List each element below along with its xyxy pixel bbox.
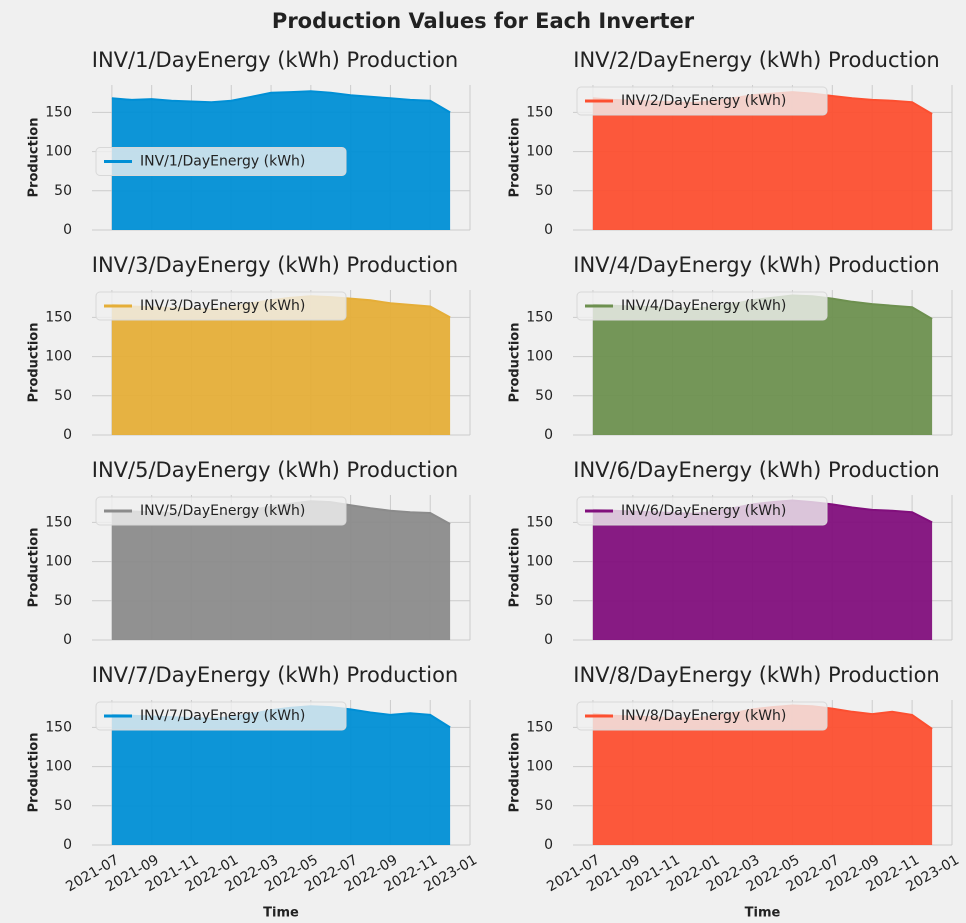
y-tick-label: 0 xyxy=(544,632,553,648)
y-tick-label: 0 xyxy=(63,427,72,443)
subplot-title: INV/3/DayEnergy (kWh) Production xyxy=(92,253,458,277)
subplot-title: INV/6/DayEnergy (kWh) Production xyxy=(573,458,939,482)
y-tick-label: 100 xyxy=(526,554,553,570)
y-axis-label: Production xyxy=(27,118,42,198)
legend-label: INV/7/DayEnergy (kWh) xyxy=(140,708,305,724)
y-tick-label: 100 xyxy=(45,759,72,775)
legend-box xyxy=(95,701,347,731)
y-tick-label: 150 xyxy=(526,514,553,530)
y-axis-label: Production xyxy=(508,323,523,403)
y-tick-label: 150 xyxy=(526,104,553,120)
y-axis-label: Production xyxy=(27,528,42,608)
y-axis-label: Production xyxy=(27,323,42,403)
y-axis-label: Production xyxy=(508,528,523,608)
legend-box xyxy=(95,291,347,321)
y-tick-label: 100 xyxy=(526,144,553,160)
y-tick-label: 150 xyxy=(45,104,72,120)
y-tick-label: 150 xyxy=(526,309,553,325)
y-tick-label: 0 xyxy=(63,632,72,648)
series-area xyxy=(592,295,933,435)
subplot-title: INV/8/DayEnergy (kWh) Production xyxy=(573,663,939,687)
y-tick-label: 0 xyxy=(544,427,553,443)
y-axis-label: Production xyxy=(27,733,42,813)
y-tick-label: 100 xyxy=(45,349,72,365)
legend-box xyxy=(576,86,828,116)
series-area xyxy=(111,296,451,435)
legend-box xyxy=(576,291,828,321)
y-tick-label: 0 xyxy=(63,837,72,853)
legend-box xyxy=(576,496,828,526)
y-tick-label: 100 xyxy=(526,759,553,775)
y-tick-label: 100 xyxy=(526,349,553,365)
x-axis-label: Time xyxy=(745,906,781,921)
y-tick-label: 0 xyxy=(544,837,553,853)
legend-label: INV/1/DayEnergy (kWh) xyxy=(140,154,305,170)
y-tick-label: 50 xyxy=(535,593,553,609)
y-tick-label: 150 xyxy=(45,514,72,530)
legend-box xyxy=(576,701,828,731)
y-tick-label: 50 xyxy=(535,183,553,199)
subplot-title: INV/2/DayEnergy (kWh) Production xyxy=(573,48,939,72)
x-axis-label: Time xyxy=(263,906,299,921)
series-area xyxy=(592,705,933,845)
legend-label: INV/2/DayEnergy (kWh) xyxy=(621,93,786,109)
y-tick-label: 100 xyxy=(45,554,72,570)
y-tick-label: 50 xyxy=(54,388,72,404)
legend-label: INV/8/DayEnergy (kWh) xyxy=(621,708,786,724)
subplot-title: INV/7/DayEnergy (kWh) Production xyxy=(92,663,458,687)
y-tick-label: 100 xyxy=(45,144,72,160)
legend-box xyxy=(95,496,347,526)
y-axis-label: Production xyxy=(508,733,523,813)
y-tick-label: 0 xyxy=(544,222,553,238)
legend-label: INV/4/DayEnergy (kWh) xyxy=(621,298,786,314)
legend-box xyxy=(95,147,347,176)
legend-label: INV/5/DayEnergy (kWh) xyxy=(140,503,305,519)
legend-label: INV/6/DayEnergy (kWh) xyxy=(621,503,786,519)
series-area xyxy=(111,501,451,640)
main-title: Production Values for Each Inverter xyxy=(272,9,695,33)
y-tick-label: 50 xyxy=(535,388,553,404)
series-area xyxy=(111,706,451,845)
y-tick-label: 150 xyxy=(526,719,553,735)
series-area xyxy=(592,92,933,230)
y-tick-label: 50 xyxy=(54,183,72,199)
y-tick-label: 150 xyxy=(45,309,72,325)
y-tick-label: 0 xyxy=(63,222,72,238)
y-tick-label: 150 xyxy=(45,719,72,735)
subplot-title: INV/1/DayEnergy (kWh) Production xyxy=(92,48,458,72)
subplot-title: INV/5/DayEnergy (kWh) Production xyxy=(92,458,458,482)
y-tick-label: 50 xyxy=(54,798,72,814)
subplot-title: INV/4/DayEnergy (kWh) Production xyxy=(573,253,939,277)
y-axis-label: Production xyxy=(508,118,523,198)
y-tick-label: 50 xyxy=(54,593,72,609)
series-area xyxy=(592,500,933,640)
series-line xyxy=(111,90,451,114)
y-tick-label: 50 xyxy=(535,798,553,814)
legend-label: INV/3/DayEnergy (kWh) xyxy=(140,298,305,314)
